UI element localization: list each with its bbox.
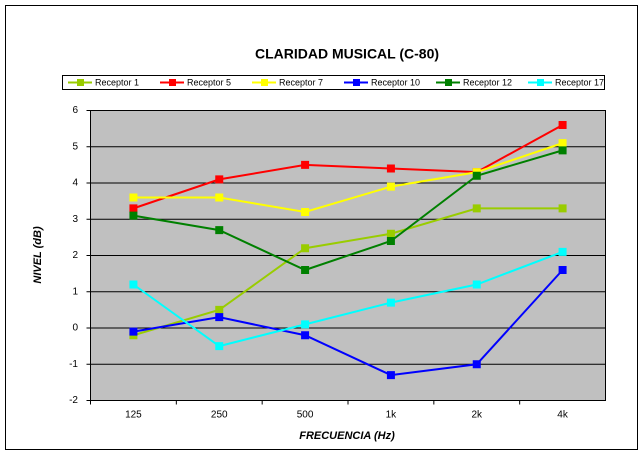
point-marker [215, 226, 224, 235]
point-marker [301, 160, 310, 169]
point-marker [558, 266, 567, 274]
series-line [133, 142, 563, 214]
legend-marker [261, 79, 268, 86]
point-marker [129, 204, 138, 213]
point-marker [472, 360, 481, 369]
point-marker [129, 280, 138, 289]
y-tick-label: 5 [72, 141, 78, 152]
point-marker [386, 237, 395, 245]
y-tick-label: 2 [72, 250, 78, 261]
point-marker [558, 121, 567, 129]
point-marker [215, 313, 224, 322]
point-marker [386, 182, 395, 191]
point-marker [558, 204, 567, 213]
legend-label: Receptor 10 [371, 77, 420, 87]
series-line [133, 149, 563, 272]
point-marker [215, 305, 224, 314]
point-marker [301, 331, 310, 340]
point-marker [215, 175, 224, 184]
legend-marker [445, 79, 452, 86]
point-marker [386, 164, 395, 173]
y-tick-label: 0 [72, 323, 78, 334]
legend-label: Receptor 7 [279, 77, 323, 87]
legend-marker [353, 79, 360, 86]
legend-label: Receptor 1 [95, 77, 139, 87]
point-marker [472, 204, 481, 213]
x-tick-label: 500 [297, 410, 314, 421]
series-line [133, 269, 564, 377]
legend-label: Receptor 12 [463, 77, 512, 87]
legend-marker [77, 79, 84, 86]
x-tick-label: 2k [471, 410, 483, 421]
point-marker [301, 320, 310, 329]
point-marker [386, 229, 395, 238]
legend-marker [537, 79, 544, 86]
point-marker [558, 139, 567, 148]
y-tick-label: -1 [69, 359, 78, 370]
y-tick-label: 1 [72, 286, 78, 297]
legend-label: Receptor 17 [555, 77, 604, 87]
legend-label: Receptor 5 [187, 77, 231, 87]
y-tick-label: -2 [69, 395, 78, 406]
point-marker [129, 211, 138, 220]
point-marker [301, 266, 310, 274]
series-line [133, 207, 563, 337]
x-tick-label: 1k [386, 410, 398, 421]
y-axis-title: NIVEL (dB) [32, 226, 44, 284]
point-marker [558, 146, 567, 155]
point-marker [386, 298, 395, 307]
point-marker [301, 244, 310, 253]
x-tick-label: 125 [125, 410, 142, 421]
legend-box [62, 75, 605, 90]
x-tick-label: 250 [211, 410, 228, 421]
point-marker [386, 371, 395, 380]
chart-title: CLARIDAD MUSICAL (C-80) [255, 46, 439, 62]
point-marker [129, 327, 138, 336]
legend-marker [169, 79, 176, 86]
point-marker [558, 247, 567, 256]
x-axis-title: FRECUENCIA (Hz) [299, 430, 395, 442]
y-tick-label: 4 [72, 178, 78, 189]
y-tick-label: 3 [72, 214, 78, 225]
x-tick-label: 4k [557, 410, 569, 421]
series-line [133, 124, 564, 210]
point-marker [301, 208, 310, 216]
series-line [132, 250, 563, 348]
point-marker [215, 193, 224, 202]
y-tick-label: 6 [72, 105, 78, 116]
point-marker [472, 171, 481, 180]
point-marker [215, 342, 224, 351]
point-marker [129, 193, 138, 202]
point-marker [472, 280, 481, 289]
